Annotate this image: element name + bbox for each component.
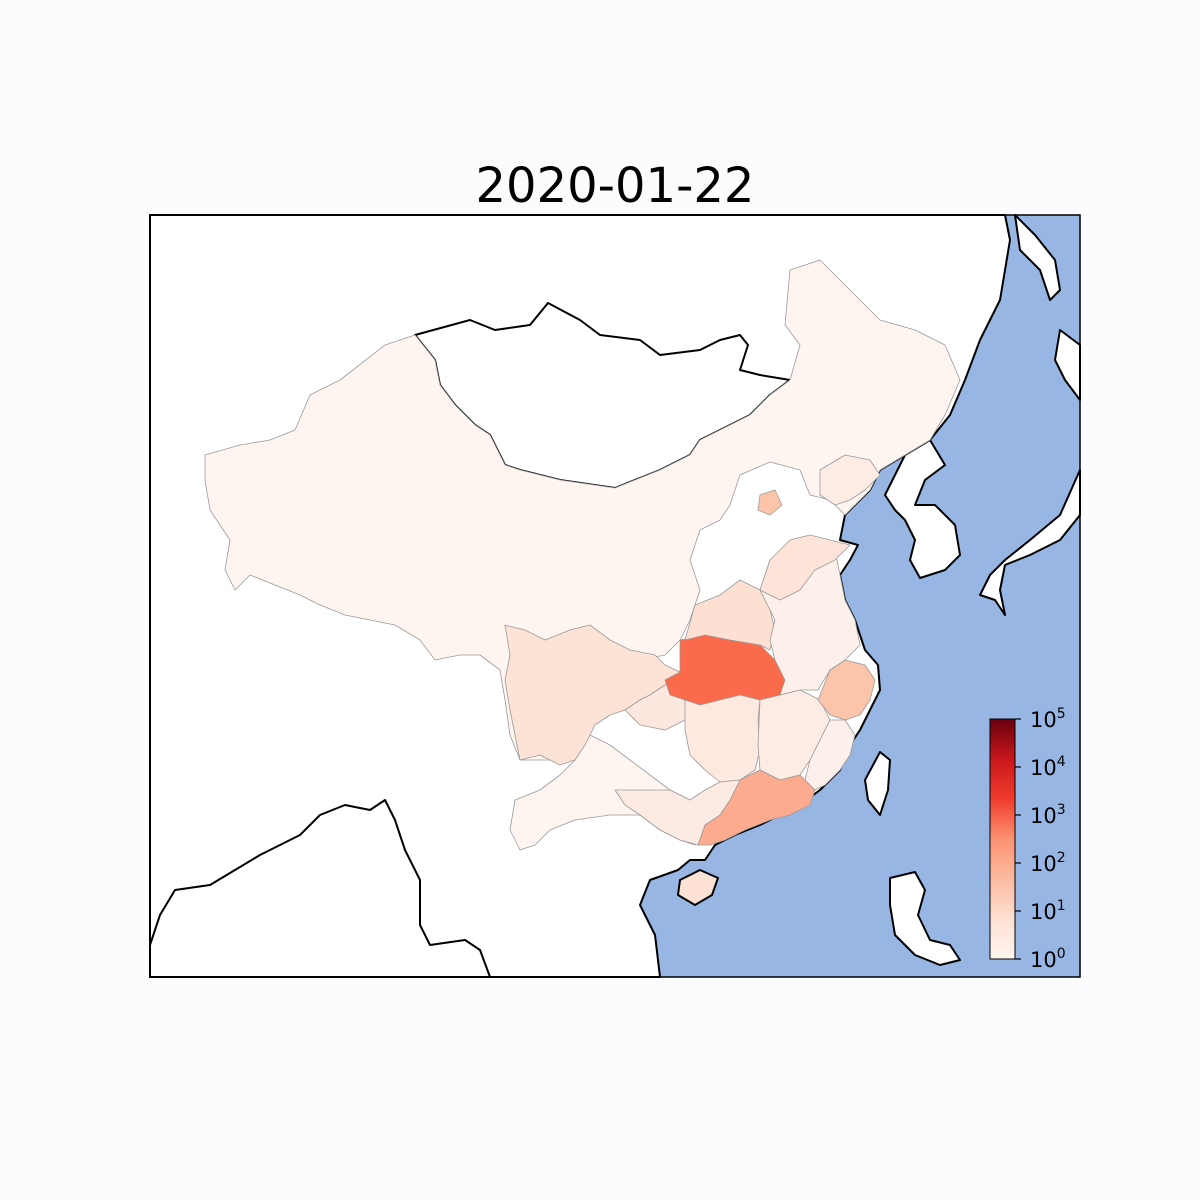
colorbar-ticks — [1015, 718, 1021, 960]
province-zhejiang — [817, 659, 876, 721]
japan-honshu — [979, 469, 1081, 616]
province-shandong — [759, 534, 851, 601]
province-guangxi — [614, 779, 741, 846]
japan-sakhalin — [1014, 214, 1061, 301]
colorbar — [989, 718, 1016, 960]
province-west — [204, 259, 961, 851]
hainan — [677, 869, 719, 906]
map-title: 2020-01-22 — [475, 158, 755, 214]
colorbar-tick-label: 104 — [1030, 754, 1066, 780]
korea — [884, 439, 961, 579]
japan-hokkaido — [1054, 329, 1081, 401]
colorbar-tick-label: 101 — [1030, 898, 1066, 924]
province-beijing — [757, 489, 783, 516]
colorbar-tick-label: 103 — [1030, 802, 1066, 828]
map-frame — [149, 214, 1081, 978]
india-coast — [149, 799, 491, 978]
taiwan — [864, 751, 891, 816]
colorbar-tick-label: 102 — [1030, 850, 1066, 876]
colorbar-tick-label: 105 — [1030, 706, 1066, 732]
province-liaoning — [819, 454, 881, 506]
provinces-layer — [204, 259, 961, 851]
province-fujian — [804, 719, 856, 791]
philippines-luzon — [889, 871, 961, 966]
province-hunan — [684, 694, 761, 783]
colorbar-tick-label: 100 — [1030, 946, 1066, 972]
